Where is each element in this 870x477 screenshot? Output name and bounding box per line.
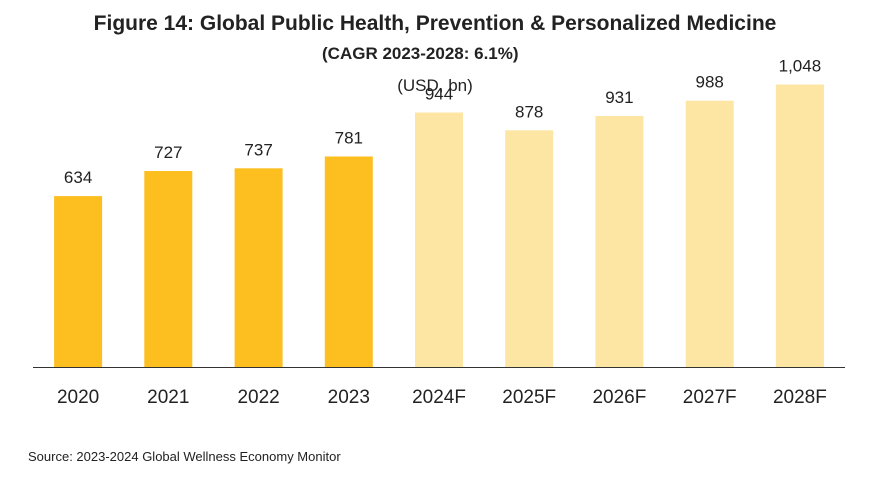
x-tick-label-2027F: 2027F — [683, 387, 737, 408]
chart-subtitle: (CAGR 2023-2028: 6.1%) — [322, 44, 519, 63]
bar-2027F — [685, 100, 734, 367]
data-label-2028F: 1,048 — [779, 57, 822, 76]
bar-2028F — [775, 84, 824, 367]
x-tick-label-2022: 2022 — [237, 387, 279, 408]
bar-2020 — [54, 196, 103, 367]
data-label-2022: 737 — [244, 140, 272, 159]
x-tick-label-2023: 2023 — [328, 387, 370, 408]
x-tick-label-2026F: 2026F — [592, 387, 646, 408]
x-tick-label-2020: 2020 — [57, 387, 99, 408]
unit-label: (USD, bn) — [397, 76, 473, 95]
bar-2021 — [144, 171, 193, 367]
data-label-2027F: 988 — [696, 73, 724, 92]
bar-2026F — [595, 116, 644, 367]
bar-2022 — [234, 168, 283, 367]
x-tick-label-2028F: 2028F — [773, 387, 827, 408]
x-tick-label-2025F: 2025F — [502, 387, 556, 408]
x-tick-label-2024F: 2024F — [412, 387, 466, 408]
data-label-2021: 727 — [154, 143, 182, 162]
data-label-2026F: 931 — [605, 88, 633, 107]
data-label-2024F: 944 — [425, 85, 453, 104]
x-tick-label-2021: 2021 — [147, 387, 189, 408]
data-label-2025F: 878 — [515, 102, 543, 121]
bar-2025F — [505, 130, 554, 367]
chart-title: Figure 14: Global Public Health, Prevent… — [93, 12, 777, 35]
bar-2023 — [324, 156, 373, 367]
data-label-2020: 634 — [64, 168, 92, 187]
source-note: Source: 2023-2024 Global Wellness Econom… — [28, 449, 341, 464]
data-label-2023: 781 — [335, 129, 363, 148]
bar-2024F — [415, 112, 463, 367]
